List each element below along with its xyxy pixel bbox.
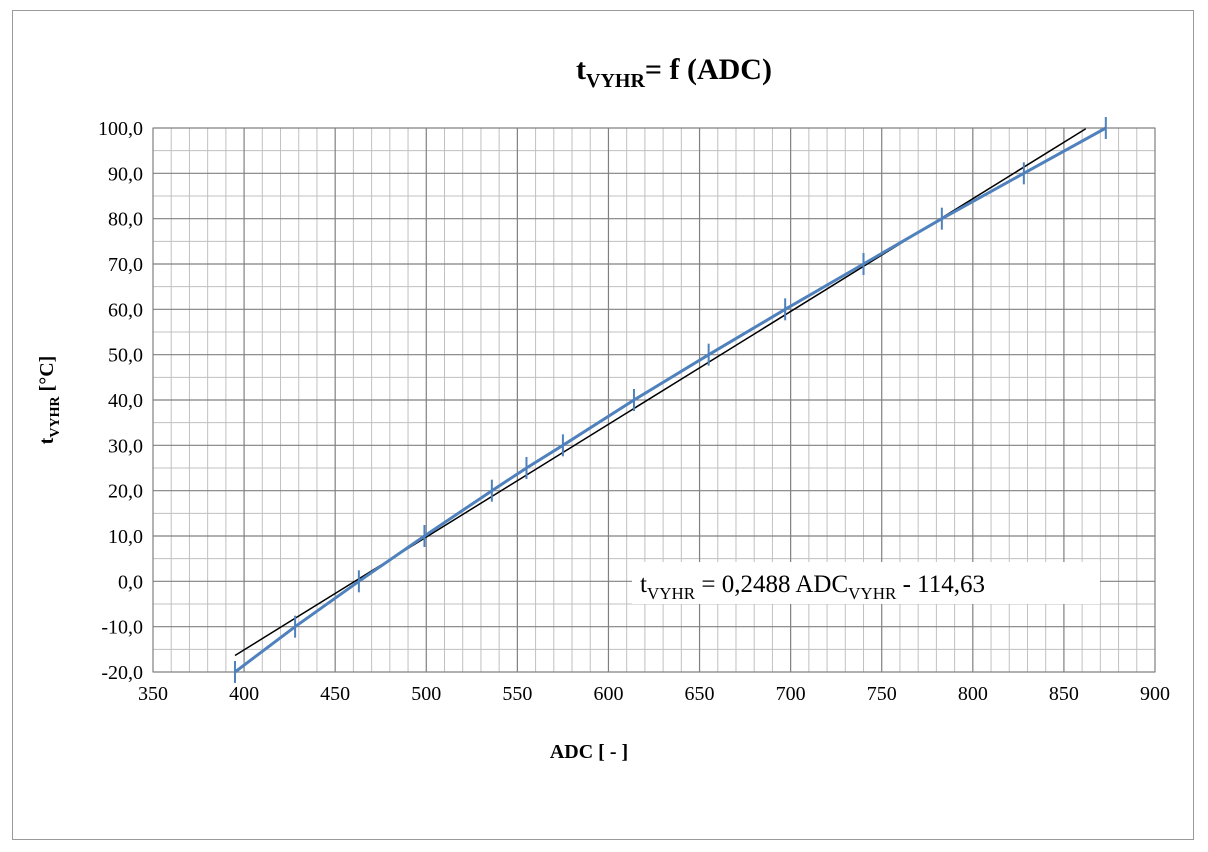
series-line (234, 126, 1107, 674)
y-tick-label: 50,0 (108, 345, 143, 367)
x-tick-label: 700 (776, 683, 806, 705)
y-axis-title: tVYHR [°C] (36, 356, 63, 445)
y-tick-label: 20,0 (108, 481, 143, 503)
trendline-equation: tVYHR = 0,2488 ADCVYHR - 114,63 (632, 562, 1100, 604)
y-axis-title-main: t (36, 437, 58, 444)
trendline-equation-text: tVYHR = 0,2488 ADCVYHR - 114,63 (640, 571, 985, 603)
x-tick-label: 750 (867, 683, 897, 705)
chart-title-rest: = f (ADC) (645, 53, 772, 86)
x-tick-label: 500 (411, 683, 441, 705)
y-tick-label: 90,0 (108, 163, 143, 185)
y-axis-title-rest: [°C] (36, 356, 58, 397)
y-axis-title-sub: VYHR (48, 396, 63, 438)
y-tick-label: 0,0 (118, 571, 143, 593)
series-markers (233, 117, 1107, 683)
x-tick-label: 600 (593, 683, 623, 705)
chart-title-sub: VYHR (586, 70, 645, 92)
y-tick-label: 60,0 (108, 299, 143, 321)
x-tick-label: 550 (502, 683, 532, 705)
y-tick-label: 40,0 (108, 390, 143, 412)
y-tick-label: 100,0 (98, 118, 143, 140)
x-tick-label: 900 (1140, 683, 1170, 705)
x-tick-label: 650 (685, 683, 715, 705)
x-axis-ticks: 350 400 450 500 550 600 650 700 750 800 850 900 (138, 683, 1170, 705)
eq-part-t: t (640, 571, 647, 598)
eq-part-intercept: - 114,63 (896, 571, 985, 598)
trendline-equation-background (632, 562, 1100, 604)
chart-title: tVYHR= f (ADC) (576, 53, 772, 92)
y-tick-label: 30,0 (108, 435, 143, 457)
y-tick-label: -20,0 (101, 662, 143, 684)
x-tick-label: 800 (958, 683, 988, 705)
x-tick-label: 350 (138, 683, 168, 705)
x-tick-label: 850 (1049, 683, 1079, 705)
y-axis-ticks: -20,0 -10,0 0,0 10,0 20,0 30,0 40,0 50,0 60,0 70,… (98, 118, 143, 684)
chart-title-main: t (576, 53, 586, 86)
y-tick-label: -10,0 (101, 617, 143, 639)
y-tick-label: 10,0 (108, 526, 143, 548)
x-tick-label: 400 (229, 683, 259, 705)
y-tick-label: 70,0 (108, 254, 143, 276)
y-tick-label: 80,0 (108, 209, 143, 231)
x-tick-label: 450 (320, 683, 350, 705)
plot-area-border (152, 127, 1156, 673)
chart-frame (12, 10, 1194, 840)
x-axis-title: ADC [ - ] (550, 741, 628, 763)
eq-part-sub2: VYHR (848, 584, 897, 603)
eq-part-coef: = 0,2488 ADC (695, 571, 848, 598)
eq-part-sub1: VYHR (647, 584, 696, 603)
